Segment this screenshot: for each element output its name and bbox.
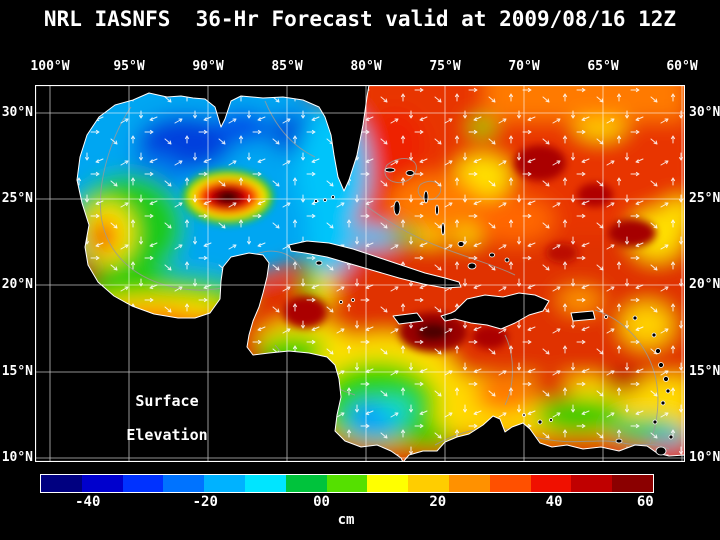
lat-tick-label: 25°N — [689, 191, 720, 206]
land-masses — [34, 84, 686, 463]
lon-tick-label: 70°W — [508, 59, 540, 74]
colorbar-segment — [81, 475, 123, 492]
colorbar-segment — [448, 475, 490, 492]
lon-tick-label: 90°W — [192, 59, 224, 74]
colorbar-segment — [571, 475, 613, 492]
colorbar-tick-label: 00 — [313, 494, 330, 510]
lat-tick-label: 25°N — [1, 191, 33, 206]
land-cuba — [288, 240, 462, 289]
lat-tick-label: 10°N — [689, 450, 720, 465]
colorbar-segment — [612, 475, 653, 492]
colorbar-segment — [326, 475, 368, 492]
land-jamaica — [392, 312, 424, 325]
land-puerto-rico — [570, 310, 596, 322]
lat-tick-label: 20°N — [1, 277, 33, 292]
land-north-america — [34, 84, 404, 463]
lon-tick-label: 60°W — [666, 59, 698, 74]
land-south-america — [402, 415, 686, 463]
colorbar-segment — [530, 475, 572, 492]
colorbar-segment — [204, 475, 245, 492]
colorbar-segment — [489, 475, 531, 492]
lat-tick-label: 10°N — [1, 450, 33, 465]
colorbar-tick-label: 60 — [636, 494, 654, 510]
colorbar-unit-label: cm — [337, 512, 355, 528]
colorbar-segment — [41, 475, 82, 492]
colorbar-segment — [408, 475, 449, 492]
colorbar-segment — [163, 475, 205, 492]
plot-title: NRL IASNFS 36-Hr Forecast valid at 2009/… — [43, 7, 677, 31]
lon-tick-label: 80°W — [350, 59, 382, 74]
lon-tick-label: 100°W — [30, 59, 70, 74]
lon-tick-label: 95°W — [113, 59, 145, 74]
lon-tick-label: 85°W — [271, 59, 303, 74]
lon-tick-label: 65°W — [587, 59, 619, 74]
colorbar-segment — [285, 475, 327, 492]
colorbar-segment — [367, 475, 409, 492]
lesser-antilles-islands — [522, 315, 674, 456]
bahamas-islands — [384, 167, 510, 270]
land-hispaniola — [440, 292, 550, 330]
colorbar-segments — [40, 474, 654, 493]
lat-tick-label: 15°N — [689, 364, 720, 379]
variable-label-line1: Surface — [135, 392, 199, 410]
map-border — [34, 84, 686, 463]
lat-tick-label: 20°N — [689, 277, 720, 292]
lat-tick-label: 30°N — [689, 105, 720, 120]
colorbar-tick-label: 20 — [429, 494, 447, 510]
lat-tick-label: 15°N — [1, 364, 33, 379]
lat-tick-label: 30°N — [1, 105, 33, 120]
colorbar-segment — [244, 475, 286, 492]
colorbar-segment — [122, 475, 164, 492]
lon-tick-label: 75°W — [429, 59, 461, 74]
map-gridlines — [35, 85, 685, 462]
variable-label-line2: Elevation — [126, 426, 208, 444]
colorbar-ticks: -40 -20 00 20 40 60 — [40, 494, 654, 510]
colorbar-tick-label: 40 — [545, 494, 563, 510]
colorbar-tick-label: -20 — [192, 494, 218, 510]
colorbar-tick-label: -40 — [75, 494, 101, 510]
